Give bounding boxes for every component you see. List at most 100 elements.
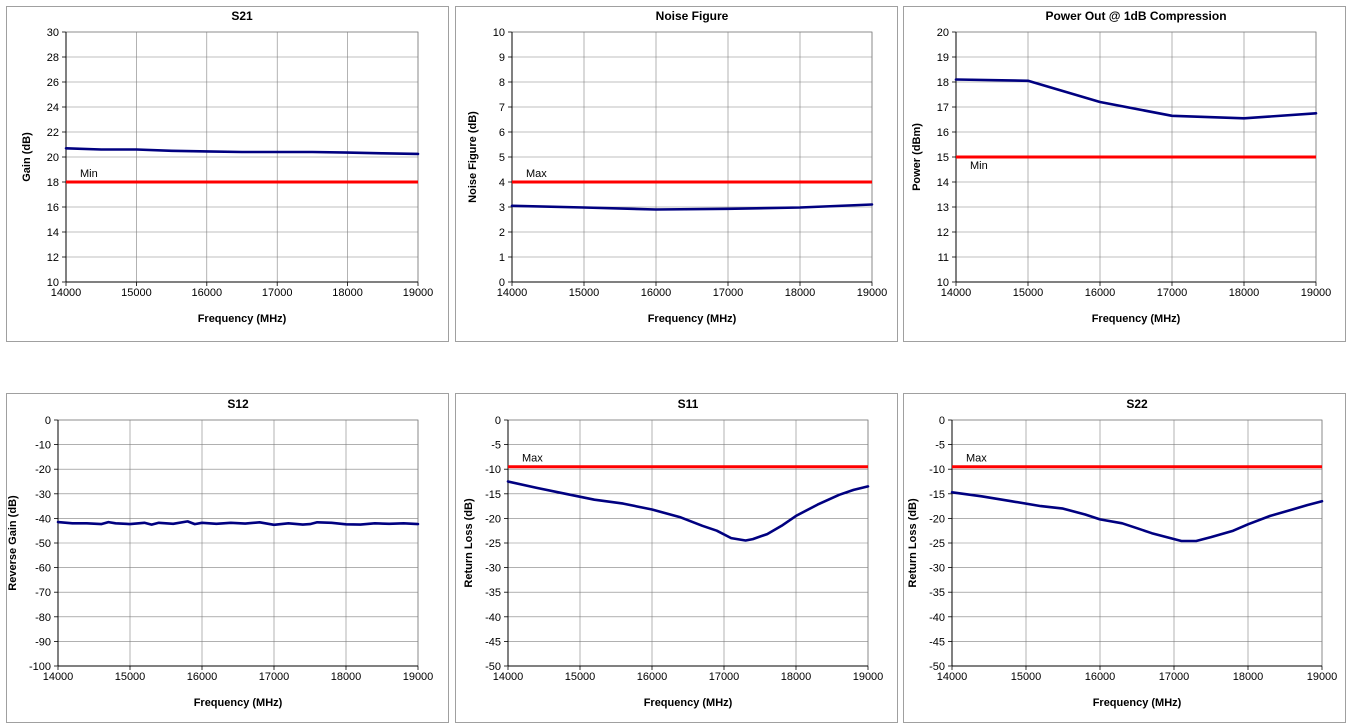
chart-panel-s11: -50 -45 -40 -35 -30 -25 -20 -15 -10 -5 0 14000 15000… bbox=[455, 393, 898, 723]
x-tick-label: 19000 bbox=[403, 671, 434, 683]
y-tick-label: 8 bbox=[499, 77, 505, 89]
y-axis-label: Power (dBm) bbox=[911, 123, 923, 191]
x-tick-label: 15000 bbox=[115, 671, 146, 683]
chart-title: Noise Figure bbox=[656, 9, 729, 23]
x-tick-label: 17000 bbox=[1159, 671, 1190, 683]
y-tick-label: 28 bbox=[47, 52, 59, 64]
y-tick-label: 17 bbox=[937, 102, 949, 114]
limit-label: Max bbox=[966, 453, 987, 465]
chart-border bbox=[455, 393, 898, 723]
chart-svg: 0 1 2 3 4 5 6 7 8 9 10 14000 15000 16000 17000 18000 190… bbox=[455, 6, 898, 342]
x-tick-label: 19000 bbox=[1307, 671, 1338, 683]
x-tick-label: 16000 bbox=[192, 287, 223, 299]
x-tick-label: 18000 bbox=[1233, 671, 1264, 683]
y-tick-label: -30 bbox=[35, 489, 51, 501]
series-line bbox=[506, 480, 870, 542]
y-tick-label: -60 bbox=[35, 563, 51, 575]
chart-panel-noise-figure: 0 1 2 3 4 5 6 7 8 9 10 14000 15000 16000 17000 18000 190… bbox=[455, 6, 898, 342]
x-tick-label: 14000 bbox=[941, 287, 972, 299]
limit-label: Min bbox=[80, 168, 98, 180]
x-tick-label: 19000 bbox=[403, 287, 434, 299]
y-tick-label: -50 bbox=[929, 661, 945, 673]
y-tick-label: -25 bbox=[485, 538, 501, 550]
chart-title: S21 bbox=[231, 9, 253, 23]
y-tick-label: 0 bbox=[45, 415, 51, 427]
x-tick-label: 17000 bbox=[262, 287, 293, 299]
chart-title: Power Out @ 1dB Compression bbox=[1045, 9, 1226, 23]
chart-border bbox=[6, 393, 449, 723]
x-tick-label: 19000 bbox=[853, 671, 884, 683]
y-axis-label: Return Loss (dB) bbox=[907, 498, 919, 588]
y-tick-label: -15 bbox=[485, 489, 501, 501]
x-tick-label: 18000 bbox=[1229, 287, 1260, 299]
x-tick-label: 18000 bbox=[331, 671, 362, 683]
chart-panel-s21: 10 12 14 16 18 20 22 24 26 28 30 14000 15000 16000 170… bbox=[6, 6, 449, 342]
limit-label: Max bbox=[526, 168, 547, 180]
chart-panel-power-out: 10 11 12 13 14 15 16 17 18 19 20 14000 15000 16000 170… bbox=[903, 6, 1346, 342]
y-tick-label: 9 bbox=[499, 52, 505, 64]
x-tick-label: 15000 bbox=[1013, 287, 1044, 299]
chart-panel-s12: -100 -90 -80 -70 -60 -50 -40 -30 -20 -10 0 14000 150… bbox=[6, 393, 449, 723]
y-tick-label: 14 bbox=[937, 177, 949, 189]
y-tick-label: 7 bbox=[499, 102, 505, 114]
y-tick-label: -5 bbox=[935, 440, 945, 452]
x-tick-label: 18000 bbox=[785, 287, 816, 299]
chart-title: S22 bbox=[1126, 397, 1148, 411]
y-tick-label: -15 bbox=[929, 489, 945, 501]
y-tick-label: -80 bbox=[35, 612, 51, 624]
x-axis-label: Frequency (MHz) bbox=[1093, 697, 1182, 709]
y-tick-label: 30 bbox=[47, 27, 59, 39]
chart-panel-s22: -50 -45 -40 -35 -30 -25 -20 -15 -10 -5 0 14000 15000… bbox=[903, 393, 1346, 723]
chart-title: S11 bbox=[678, 397, 699, 411]
x-tick-label: 16000 bbox=[637, 671, 668, 683]
y-tick-label: 18 bbox=[937, 77, 949, 89]
y-axis-label: Noise Figure (dB) bbox=[467, 111, 479, 203]
y-tick-label: -100 bbox=[29, 661, 51, 673]
y-tick-label: 10 bbox=[493, 27, 505, 39]
x-tick-label: 16000 bbox=[187, 671, 218, 683]
series-line bbox=[510, 203, 874, 211]
y-tick-label: 5 bbox=[499, 152, 505, 164]
x-tick-label: 14000 bbox=[493, 671, 524, 683]
y-tick-label: 20 bbox=[937, 27, 949, 39]
y-tick-label: -10 bbox=[485, 464, 501, 476]
y-tick-label: 19 bbox=[937, 52, 949, 64]
y-tick-label: 6 bbox=[499, 127, 505, 139]
y-axis-label: Reverse Gain (dB) bbox=[7, 495, 19, 591]
x-tick-label: 19000 bbox=[857, 287, 888, 299]
y-tick-label: 16 bbox=[937, 127, 949, 139]
x-tick-label: 17000 bbox=[709, 671, 740, 683]
y-axis-label: Return Loss (dB) bbox=[463, 498, 475, 588]
y-tick-label: 16 bbox=[47, 202, 59, 214]
y-tick-label: -35 bbox=[485, 587, 501, 599]
y-tick-label: -40 bbox=[485, 612, 501, 624]
y-tick-label: -70 bbox=[35, 587, 51, 599]
y-tick-label: -90 bbox=[35, 636, 51, 648]
y-tick-label: -10 bbox=[929, 464, 945, 476]
y-tick-label: -20 bbox=[485, 513, 501, 525]
x-tick-label: 14000 bbox=[497, 287, 528, 299]
x-axis-label: Frequency (MHz) bbox=[1092, 313, 1181, 325]
x-tick-label: 17000 bbox=[259, 671, 290, 683]
limit-label: Min bbox=[970, 160, 988, 172]
x-tick-label: 15000 bbox=[121, 287, 152, 299]
y-tick-label: 10 bbox=[937, 277, 949, 289]
x-tick-label: 14000 bbox=[43, 671, 74, 683]
y-tick-label: -45 bbox=[929, 636, 945, 648]
chart-border bbox=[455, 6, 898, 342]
y-tick-label: -5 bbox=[491, 440, 501, 452]
x-tick-label: 14000 bbox=[51, 287, 82, 299]
y-tick-label: 12 bbox=[47, 252, 59, 264]
x-tick-label: 17000 bbox=[1157, 287, 1188, 299]
y-tick-label: -20 bbox=[35, 464, 51, 476]
y-tick-label: -45 bbox=[485, 636, 501, 648]
y-tick-label: -50 bbox=[485, 661, 501, 673]
x-tick-label: 15000 bbox=[1011, 671, 1042, 683]
y-tick-label: 13 bbox=[937, 202, 949, 214]
x-axis-label: Frequency (MHz) bbox=[644, 697, 733, 709]
x-axis-label: Frequency (MHz) bbox=[648, 313, 737, 325]
series-line bbox=[64, 147, 420, 156]
